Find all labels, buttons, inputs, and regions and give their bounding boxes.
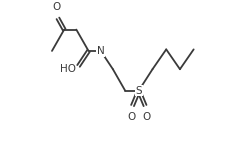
Text: O: O bbox=[127, 112, 135, 122]
Text: S: S bbox=[135, 86, 142, 96]
Text: O: O bbox=[52, 2, 61, 12]
Text: HO: HO bbox=[60, 64, 76, 74]
Text: O: O bbox=[142, 112, 151, 122]
Text: N: N bbox=[97, 46, 104, 56]
